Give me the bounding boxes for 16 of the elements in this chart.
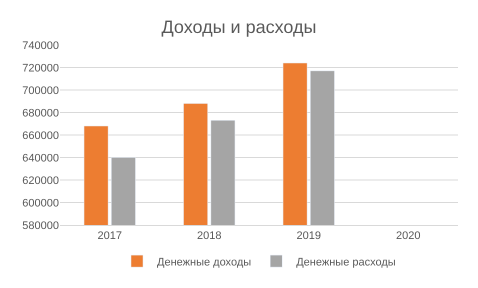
legend-label: Денежные расходы [296,256,396,268]
x-tick-label: 2017 [98,230,122,242]
x-tick-label: 2018 [197,230,222,242]
x-tick-label: 2020 [396,230,420,242]
y-tick-label: 740000 [22,40,59,52]
y-tick-label: 720000 [22,62,59,74]
y-tick-label: 640000 [22,152,59,164]
y-tick-label: 700000 [22,84,59,97]
y-tick-label: 680000 [22,107,59,120]
y-tick-label: 620000 [22,174,59,187]
x-tick-label: 2019 [296,230,321,242]
chart-title: Доходы и расходы [162,16,316,37]
legend-label: Денежные доходы [157,256,252,268]
y-tick-label: 660000 [22,130,59,142]
y-tick-label: 580000 [22,220,59,232]
y-tick-label: 600000 [22,197,59,210]
